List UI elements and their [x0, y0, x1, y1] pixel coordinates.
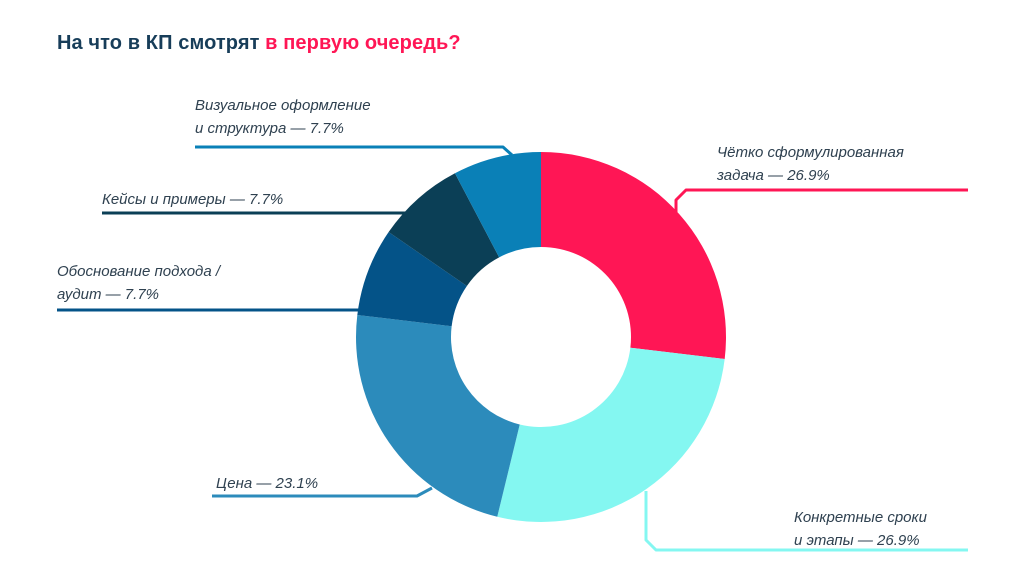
slice-5 — [388, 173, 500, 286]
title-part-accent: в первую очередь? — [265, 32, 461, 54]
slice-label-5: Кейсы и примеры — 7.7% — [102, 191, 283, 208]
slice-label-3: Цена — 23.1% — [216, 475, 318, 492]
slice-3 — [355, 314, 520, 517]
slice-label-1: Чётко сформулированная задача — 26.9% — [716, 144, 904, 184]
slice-label-4-line-2: аудит — 7.7% — [57, 286, 159, 303]
leader-lines — [57, 145, 968, 552]
title-part-main: На что в КП смотрят — [57, 32, 266, 54]
donut-slices — [355, 152, 726, 522]
slice-label-6-line-1: Визуальное оформление — [195, 97, 371, 114]
leader-line-1 — [674, 188, 968, 229]
slice-label-4-line-1: Обоснование подхода / — [57, 263, 222, 280]
slice-label-3-line-1: Цена — 23.1% — [216, 475, 318, 492]
slice-4 — [357, 232, 467, 327]
slice-labels: Чётко сформулированная задача — 26.9% Конк… — [57, 97, 928, 549]
slice-label-1-line-1: Чётко сформулированная — [717, 144, 904, 161]
slice-label-2-line-2: и этапы — 26.9% — [794, 532, 920, 549]
chart-title: На что в КП смотрят в первую очередь? — [57, 32, 461, 55]
slice-label-2-line-1: Конкретные сроки — [794, 509, 928, 526]
leader-line-6 — [195, 145, 513, 157]
slice-6 — [454, 152, 541, 258]
slice-label-2: Конкретные сроки и этапы — 26.9% — [794, 509, 928, 549]
slice-label-6-line-2: и структура — 7.7% — [195, 120, 344, 137]
leader-line-3 — [212, 486, 433, 498]
slice-label-5-line-1: Кейсы и примеры — 7.7% — [102, 191, 283, 208]
leader-line-2 — [644, 491, 968, 552]
slice-1 — [541, 152, 726, 360]
slice-label-1-line-2: задача — 26.9% — [716, 167, 830, 184]
slice-label-4: Обоснование подхода / аудит — 7.7% — [57, 263, 222, 303]
slice-2 — [497, 347, 725, 522]
slice-label-6: Визуальное оформление и структура — 7.7% — [195, 97, 371, 137]
